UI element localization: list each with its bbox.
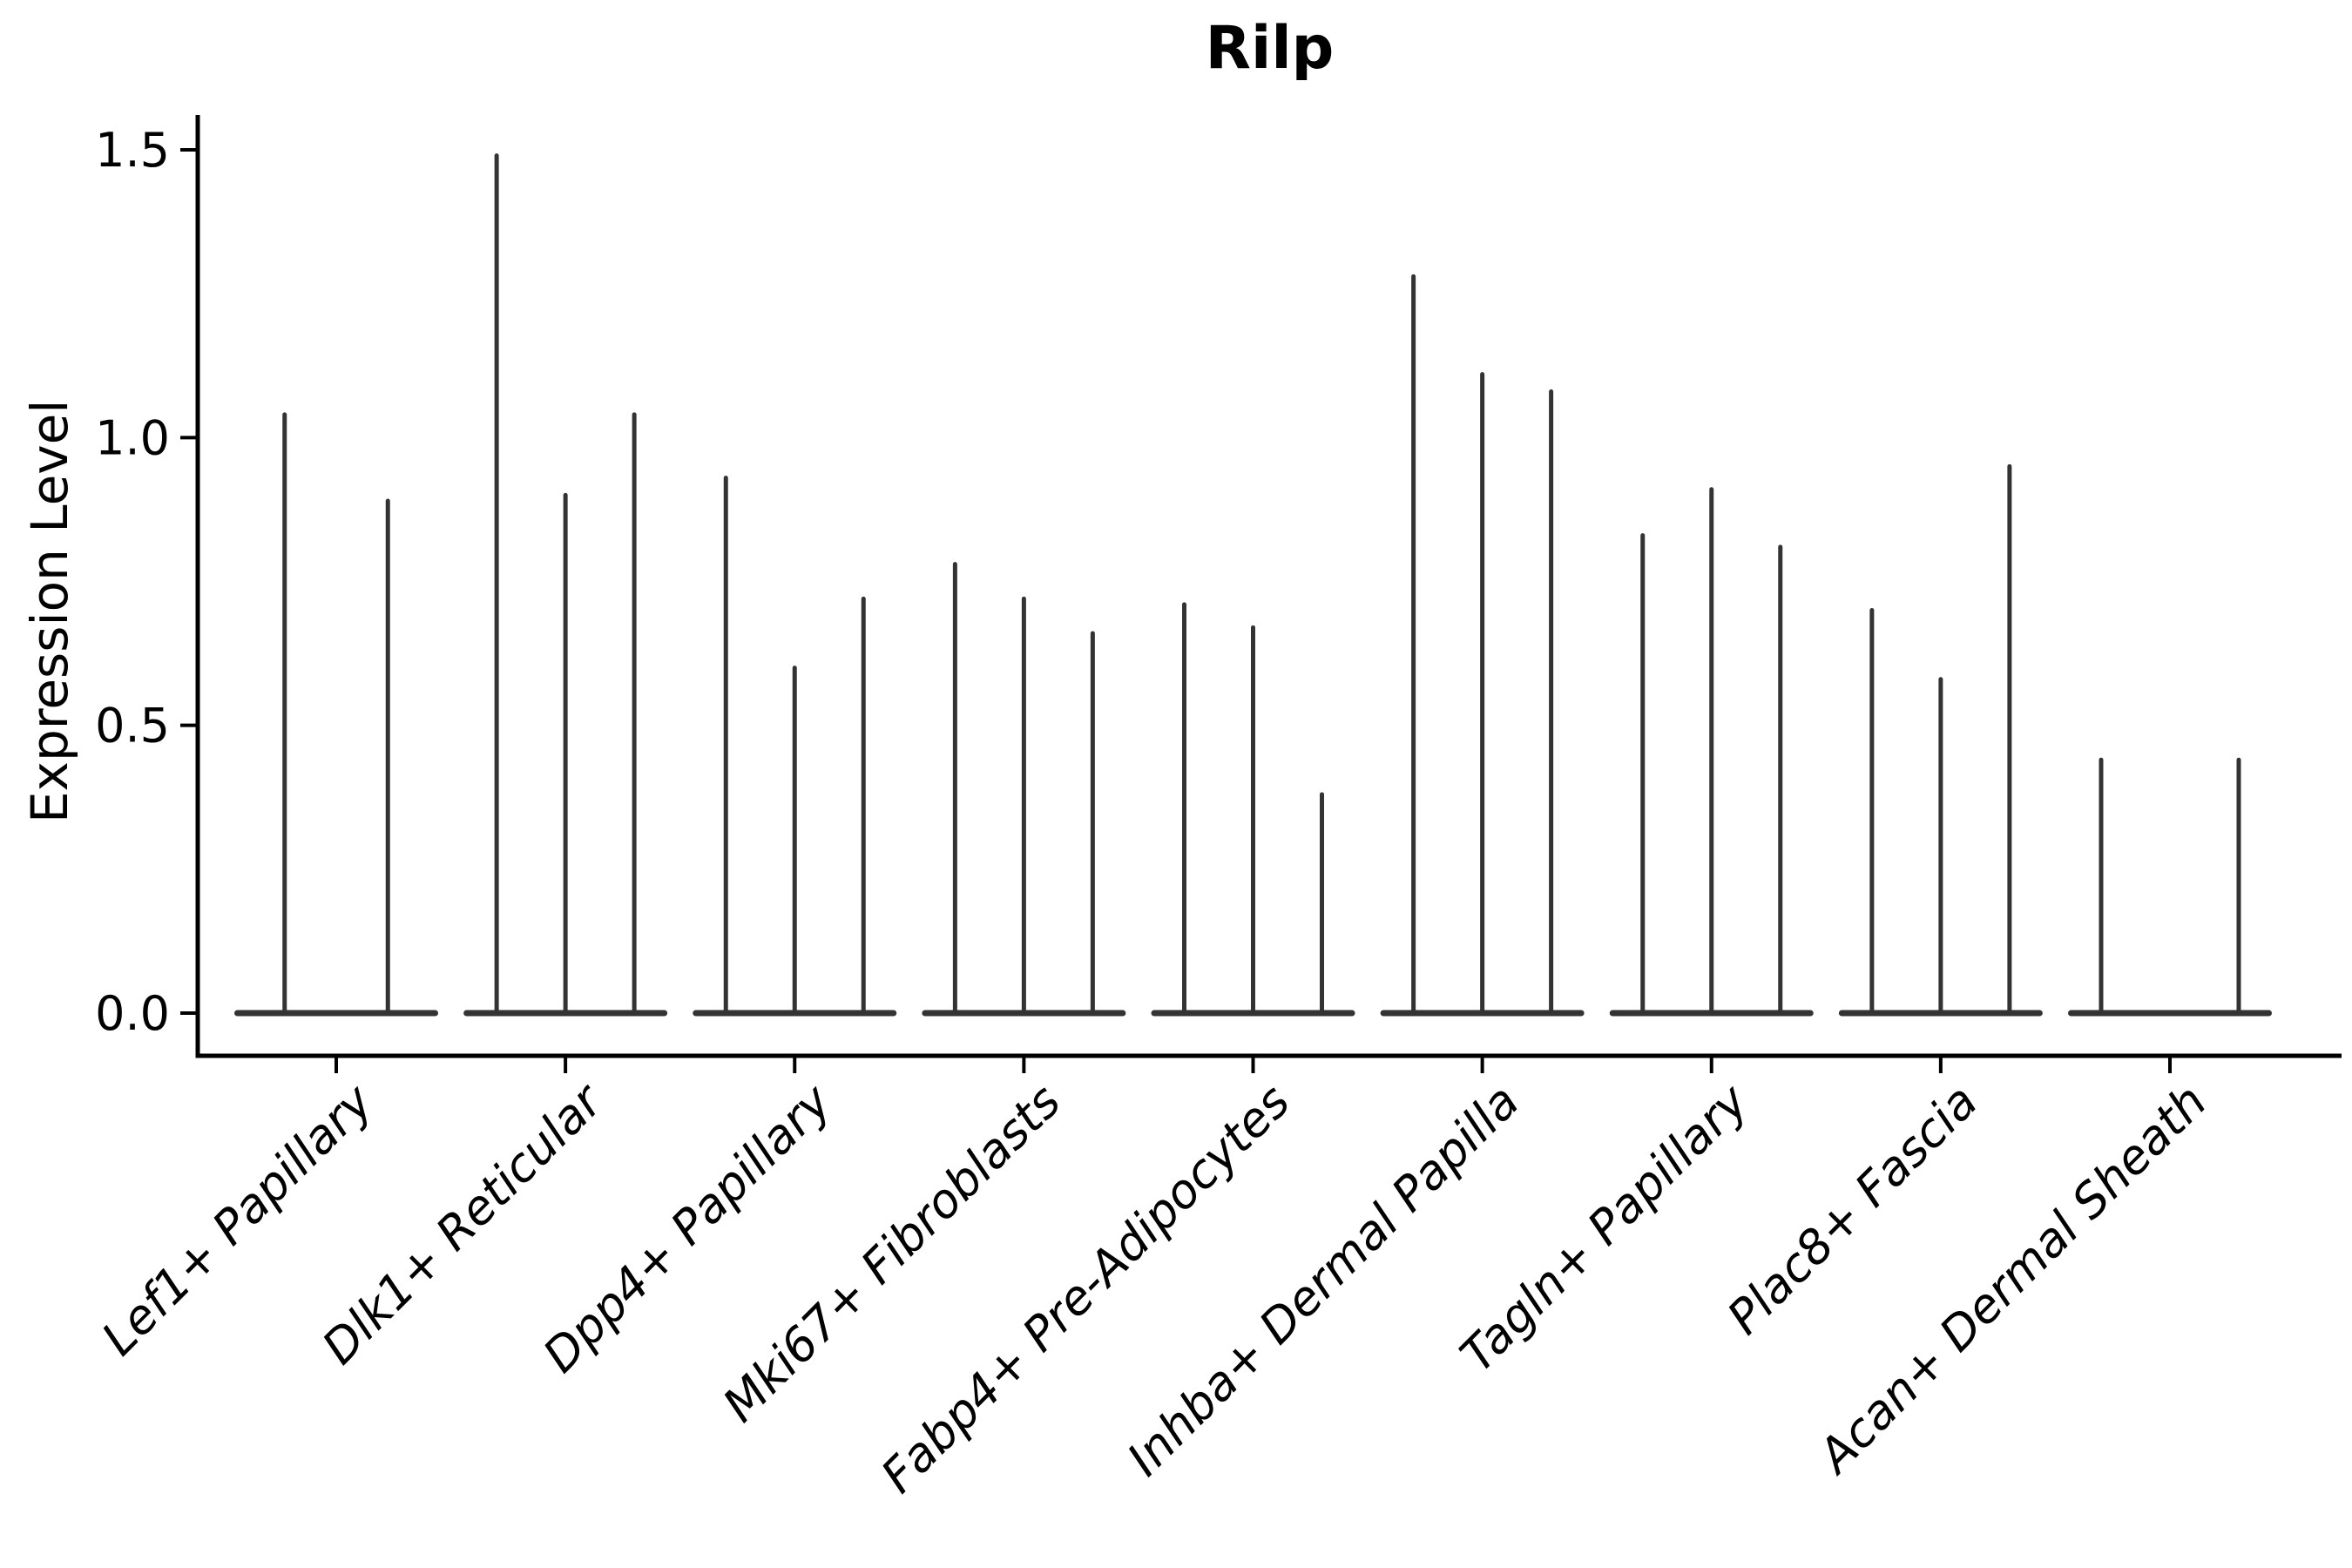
chart-title: Rilp [1205, 14, 1335, 83]
axis-spines [195, 115, 2342, 1058]
y-tick-label: 1.0 [95, 410, 170, 465]
y-tick-label: 0.5 [95, 699, 170, 754]
y-tick-label: 1.5 [95, 123, 170, 178]
x-tick-label: Inhba+ Dermal Papilla [1117, 1074, 1530, 1487]
x-tick-label: Acan+ Dermal Sheath [1806, 1074, 2217, 1485]
y-tick-label: 0.0 [95, 986, 170, 1041]
x-tick-label: Fabp4+ Pre-Adipocytes [870, 1074, 1300, 1504]
